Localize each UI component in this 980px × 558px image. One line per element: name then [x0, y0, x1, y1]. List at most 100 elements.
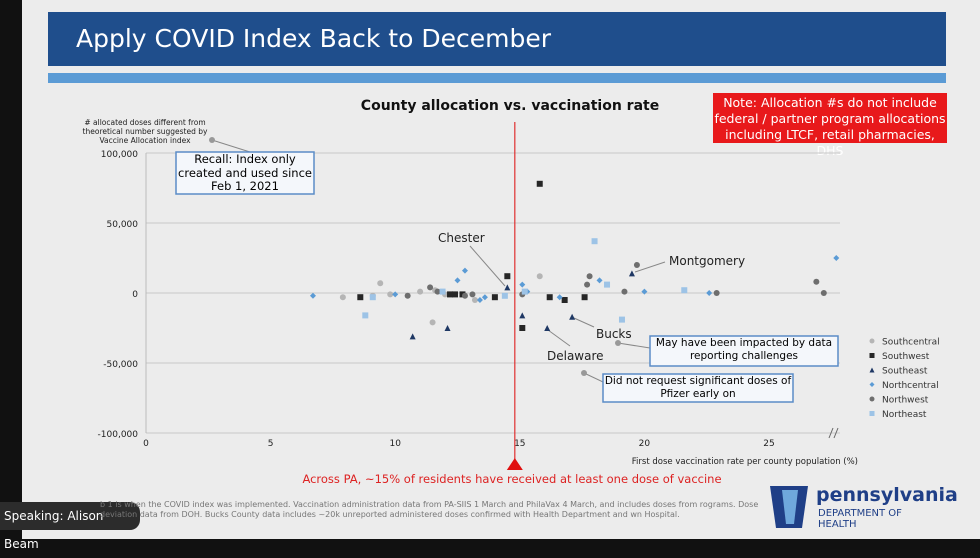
legend-marker-southwest	[869, 353, 875, 358]
data-point-southcentral	[417, 288, 424, 295]
data-point-northwest	[813, 278, 820, 285]
data-point-northeast	[521, 288, 528, 295]
data-point-southcentral	[471, 297, 478, 303]
x-tick-label: 15	[514, 439, 525, 449]
legend-label: Northcentral	[882, 381, 939, 391]
y-tick-label: 0	[132, 290, 138, 300]
recall-marker	[209, 137, 215, 143]
legend-label: Northwest	[882, 396, 929, 406]
legend-label: Southwest	[882, 352, 930, 362]
x-axis-label: First dose vaccination rate per county p…	[632, 457, 858, 467]
x-tick-label: 0	[143, 439, 149, 449]
legend-marker-southcentral	[869, 338, 875, 344]
slide	[22, 0, 980, 539]
data-point-northcentral	[454, 277, 461, 284]
legend-label: Southeast	[882, 367, 928, 377]
data-point-northwest	[404, 292, 411, 299]
data-point-northcentral	[309, 292, 316, 299]
data-point-northwest	[434, 288, 441, 295]
data-point-northcentral	[556, 294, 563, 301]
data-point-northeast	[681, 287, 688, 294]
data-point-northwest	[584, 281, 591, 288]
label-montgomery: Montgomery	[669, 254, 745, 268]
pa-health-logo: pennsylvania DEPARTMENT OF HEALTH	[768, 480, 958, 530]
y-tick-label: -50,000	[103, 360, 138, 370]
data-point-northcentral	[833, 255, 840, 261]
data-point-southwest	[504, 273, 511, 280]
data-point-southcentral	[536, 273, 543, 280]
bucks-marker	[615, 340, 621, 346]
data-point-southwest	[561, 297, 568, 303]
delaware-marker	[581, 370, 587, 376]
data-point-northeast	[439, 288, 446, 295]
data-point-northcentral	[481, 294, 488, 301]
data-point-northwest	[820, 290, 827, 296]
legend-marker-northeast	[869, 411, 875, 416]
y-axis-label: # allocated doses different from theoret…	[82, 118, 208, 145]
legend-label: Northeast	[882, 410, 927, 420]
data-point-southeast	[628, 270, 635, 277]
x-tick-label: 25	[763, 439, 774, 449]
data-point-northwest	[461, 292, 468, 299]
axis-break	[833, 427, 839, 439]
data-point-southeast	[504, 284, 511, 291]
data-point-northeast	[362, 312, 369, 319]
axis-break	[828, 427, 834, 439]
scatter-chart: County allocation vs. vaccination rate #…	[82, 98, 940, 486]
data-point-southwest	[581, 294, 588, 301]
data-point-northwest	[586, 273, 593, 280]
x-tick-label: 20	[639, 439, 651, 449]
label-bucks: Bucks	[596, 327, 632, 341]
data-point-northeast	[591, 238, 598, 245]
data-point-northeast	[618, 316, 625, 323]
data-point-northcentral	[461, 267, 468, 274]
data-point-southeast	[569, 313, 576, 320]
data-point-northwest	[713, 290, 720, 296]
bucks-callout: May have been impacted by data reporting…	[655, 337, 833, 362]
data-point-northcentral	[476, 297, 483, 303]
x-tick-label: 10	[389, 439, 401, 449]
data-point-southcentral	[387, 291, 394, 298]
footnote: b 1 is when the COVID index was implemen…	[100, 500, 759, 519]
legend-marker-northwest	[869, 396, 875, 402]
data-point-southcentral	[377, 280, 384, 287]
chart-title: County allocation vs. vaccination rate	[361, 98, 659, 114]
data-point-northcentral	[392, 291, 399, 298]
data-point-southwest	[536, 180, 543, 187]
data-point-southwest	[447, 291, 454, 298]
y-tick-label: 50,000	[107, 220, 139, 230]
reference-arrow-icon	[506, 458, 523, 470]
data-point-northwest	[469, 291, 476, 298]
data-point-northeast	[501, 292, 508, 299]
data-point-southwest	[491, 294, 498, 301]
data-point-southeast	[544, 325, 551, 331]
data-point-northcentral	[641, 288, 648, 295]
slide-title: Apply COVID Index Back to December	[48, 12, 946, 66]
x-tick-label: 5	[268, 439, 274, 449]
legend-label: Southcentral	[882, 338, 940, 348]
delaware-callout: Did not request significant doses of Pfi…	[604, 375, 792, 400]
label-delaware: Delaware	[547, 349, 604, 363]
data-point-southwest	[357, 294, 364, 301]
keystone-logo-icon	[770, 486, 808, 528]
label-chester: Chester	[438, 231, 485, 245]
data-point-northcentral	[706, 290, 713, 296]
data-point-southwest	[452, 291, 459, 298]
allocation-note: Note: Allocation #s do not include feder…	[713, 93, 947, 158]
data-point-southeast	[409, 333, 416, 340]
data-point-northeast	[369, 294, 376, 301]
legend-marker-southeast	[869, 367, 875, 373]
data-point-northwest	[633, 262, 640, 268]
data-point-northcentral	[519, 281, 526, 288]
data-point-northwest	[621, 288, 628, 295]
data-point-southcentral	[339, 294, 346, 301]
data-point-northcentral	[596, 277, 603, 284]
data-point-northeast	[604, 281, 611, 288]
logo-name: pennsylvania	[816, 484, 958, 506]
recall-callout: Recall: Index only created and used sinc…	[178, 153, 312, 193]
legend-marker-northcentral	[869, 382, 875, 387]
data-point-southeast	[519, 312, 526, 319]
data-point-southwest	[546, 294, 553, 301]
y-tick-label: 100,000	[101, 150, 138, 160]
divider-stripe	[48, 73, 946, 83]
